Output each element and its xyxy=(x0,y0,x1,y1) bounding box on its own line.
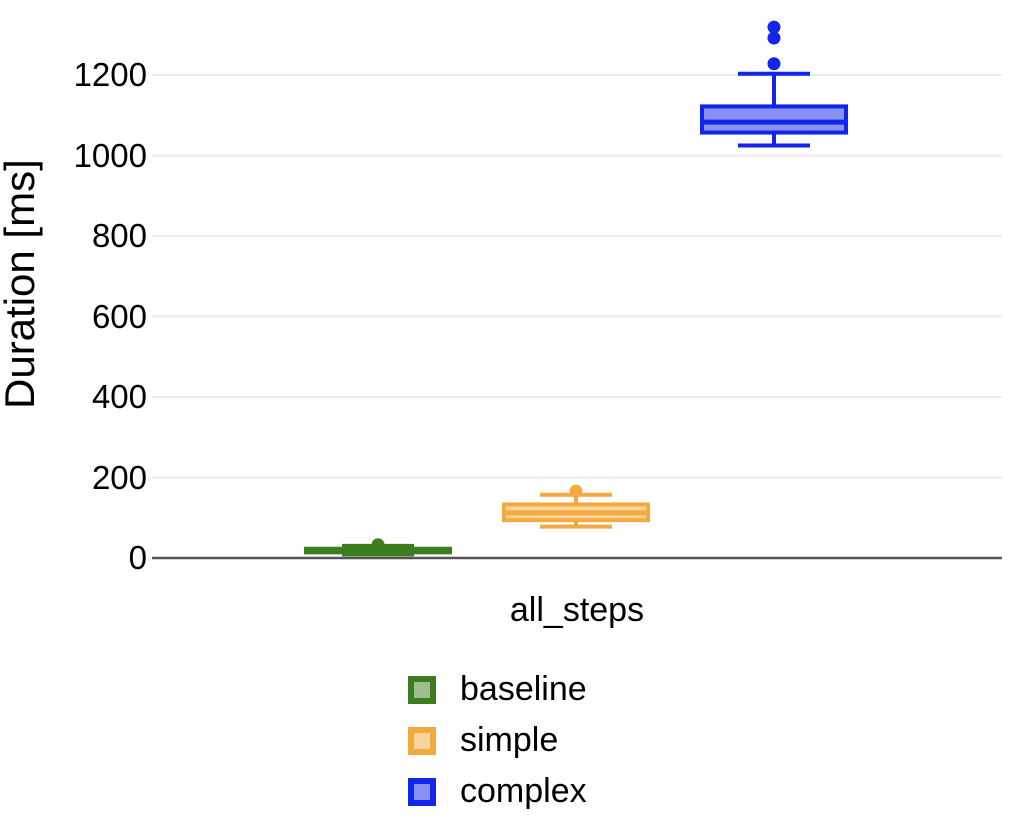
y-tick-label-400: 400 xyxy=(91,378,147,415)
legend-swatch-simple-icon xyxy=(408,726,436,755)
y-tick-label-0: 0 xyxy=(128,539,147,576)
legend-item-baseline: baseline xyxy=(408,672,587,707)
box-baseline xyxy=(304,538,452,557)
outlier-point-simple xyxy=(569,484,583,498)
y-tick-label-800: 800 xyxy=(91,217,147,254)
legend-label-simple: simple xyxy=(460,721,559,759)
outlier-point-complex xyxy=(767,31,781,45)
box-complex xyxy=(700,20,848,148)
y-axis-tick-labels: 0 200 400 600 800 1000 1200 xyxy=(0,0,147,600)
plot-area xyxy=(152,0,1002,575)
y-tick-label-200: 200 xyxy=(91,458,147,496)
box-simple xyxy=(502,484,650,529)
legend-item-complex: complex xyxy=(408,774,587,809)
legend-swatch-baseline-icon xyxy=(408,675,436,704)
y-tick-label-1200: 1200 xyxy=(73,56,147,93)
legend-item-simple: simple xyxy=(408,723,587,758)
y-tick-label-600: 600 xyxy=(91,297,147,335)
x-category-label: all_steps xyxy=(509,591,645,629)
legend-label-baseline: baseline xyxy=(460,670,587,708)
y-tick-label-1000: 1000 xyxy=(73,136,147,174)
legend: baseline simple complex xyxy=(408,672,587,825)
boxplot-canvas xyxy=(152,20,1002,560)
outlier-point-baseline xyxy=(371,538,385,552)
outlier-point-complex xyxy=(767,20,781,34)
legend-swatch-complex-icon xyxy=(408,777,436,806)
outlier-point-complex xyxy=(767,57,781,71)
legend-label-complex: complex xyxy=(460,772,587,810)
